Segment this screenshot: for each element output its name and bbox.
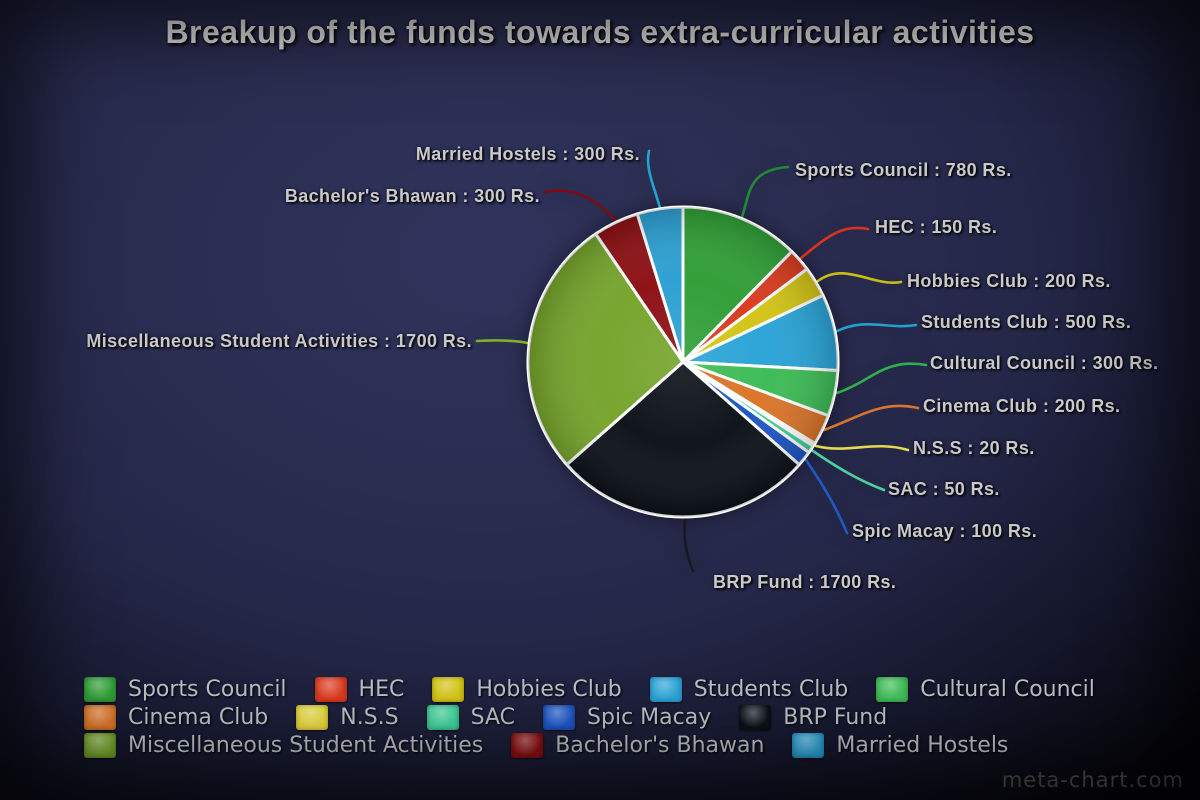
legend-row: Miscellaneous Student Activities Bachelor… (84, 731, 1164, 759)
callout-bachelor-s-bhawan: Bachelor's Bhawan : 300 Rs. (284, 186, 540, 206)
legend: Sports Council HEC Hobbies Club Students Cl… (84, 675, 1164, 759)
leader-line-n-s-s (814, 444, 910, 452)
legend-label: Bachelor's Bhawan (555, 732, 765, 758)
legend-swatch-students-club (649, 676, 682, 702)
legend-swatch-bachelor-s-bhawan (511, 732, 544, 758)
chart-title: Breakup of the funds towards extra-curri… (165, 14, 1035, 50)
callout-hobbies-club: Hobbies Club : 200 Rs. (907, 271, 1111, 291)
legend-swatch-sac (426, 704, 459, 730)
legend-swatch-n-s-s (296, 704, 329, 730)
callout-cultural-council: Cultural Council : 300 Rs. (930, 353, 1159, 373)
leader-line-hobbies-club (816, 272, 903, 284)
legend-swatch-brp-fund (739, 704, 772, 730)
leader-line-hec (799, 226, 870, 260)
legend-label: N.S.S (340, 704, 399, 730)
leader-line-cultural-council (835, 362, 928, 395)
callout-sac: SAC : 50 Rs. (888, 479, 1000, 499)
legend-swatch-cultural-council (876, 676, 909, 702)
callout-students-club: Students Club : 500 Rs. (921, 312, 1132, 332)
leader-line-spic-macay (804, 458, 849, 535)
legend-swatch-married-hostels (792, 732, 825, 758)
leader-line-sac (811, 449, 886, 492)
legend-label: HEC (358, 676, 405, 702)
legend-row: Cinema Club N.S.S SAC Spic Macay BRP Fund (84, 703, 1164, 731)
legend-item-miscellaneous-student-activities: Miscellaneous Student Activities (84, 732, 484, 758)
legend-label: SAC (470, 704, 516, 730)
legend-item-sac: SAC (426, 704, 516, 730)
legend-label: Spic Macay (587, 704, 712, 730)
legend-item-n-s-s: N.S.S (296, 704, 399, 730)
legend-label: Hobbies Club (476, 676, 622, 702)
legend-item-spic-macay: Spic Macay (543, 704, 712, 730)
legend-label: Married Hostels (836, 732, 1009, 758)
legend-row: Sports Council HEC Hobbies Club Students Cl… (84, 675, 1164, 703)
legend-swatch-hobbies-club (432, 676, 465, 702)
watermark: meta-chart.com (1001, 768, 1184, 792)
callout-brp-fund: BRP Fund : 1700 Rs. (713, 572, 897, 592)
leader-line-students-club (835, 322, 918, 333)
leader-line-brp-fund (683, 517, 695, 573)
legend-item-sports-council: Sports Council (84, 676, 287, 702)
legend-label: Cultural Council (920, 676, 1095, 702)
legend-swatch-hec (314, 676, 347, 702)
legend-item-hobbies-club: Hobbies Club (432, 676, 622, 702)
legend-label: Miscellaneous Student Activities (128, 732, 484, 758)
callout-cinema-club: Cinema Club : 200 Rs. (923, 396, 1121, 416)
pie-slices (526, 205, 840, 519)
legend-label: Sports Council (128, 676, 287, 702)
leader-line-miscellaneous-student-activities (475, 339, 530, 345)
legend-swatch-sports-council (84, 676, 116, 702)
legend-item-hec: HEC (314, 676, 405, 702)
legend-item-cultural-council: Cultural Council (876, 676, 1095, 702)
leader-line-cinema-club (822, 404, 920, 432)
callout-n-s-s: N.S.S : 20 Rs. (913, 438, 1035, 458)
callout-married-hostels: Married Hostels : 300 Rs. (415, 144, 640, 164)
leader-line-married-hostels (646, 149, 662, 210)
callout-sports-council: Sports Council : 780 Rs. (795, 160, 1012, 180)
legend-label: Students Club (693, 676, 849, 702)
callout-miscellaneous-student-activities: Miscellaneous Student Activities : 1700 … (86, 331, 472, 351)
legend-swatch-miscellaneous-student-activities (84, 732, 116, 758)
legend-item-cinema-club: Cinema Club (84, 704, 269, 730)
legend-item-bachelor-s-bhawan: Bachelor's Bhawan (511, 732, 765, 758)
leader-line-sports-council (740, 165, 790, 219)
legend-swatch-cinema-club (84, 704, 116, 730)
legend-item-brp-fund: BRP Fund (739, 704, 888, 730)
legend-label: Cinema Club (128, 704, 269, 730)
legend-item-students-club: Students Club (649, 676, 849, 702)
legend-label: BRP Fund (783, 704, 888, 730)
callout-hec: HEC : 150 Rs. (875, 217, 998, 237)
leader-line-bachelor-s-bhawan (542, 189, 618, 223)
callout-spic-macay: Spic Macay : 100 Rs. (852, 521, 1038, 541)
legend-item-married-hostels: Married Hostels (792, 732, 1009, 758)
legend-swatch-spic-macay (543, 704, 576, 730)
